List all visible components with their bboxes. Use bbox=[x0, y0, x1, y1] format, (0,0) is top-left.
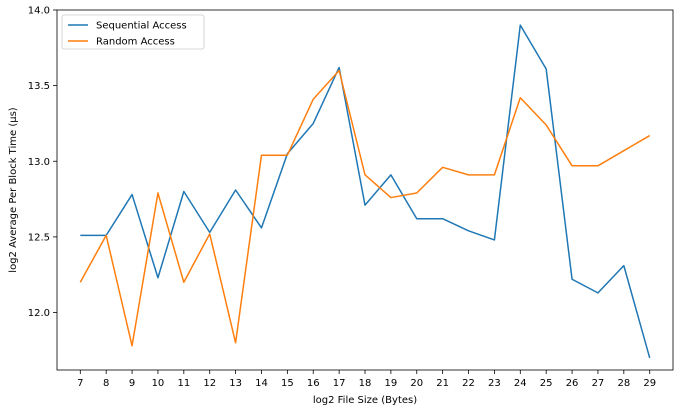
legend-label: Random Access bbox=[96, 37, 175, 48]
x-tick-label: 22 bbox=[462, 378, 475, 389]
x-tick-label: 11 bbox=[177, 378, 190, 389]
x-tick-label: 21 bbox=[436, 378, 449, 389]
x-tick-label: 27 bbox=[592, 378, 605, 389]
plot-layer bbox=[79, 24, 651, 359]
plot-area bbox=[57, 10, 673, 370]
y-tick-label: 13.0 bbox=[28, 157, 50, 168]
x-tick-label: 8 bbox=[103, 378, 109, 389]
x-tick-label: 14 bbox=[255, 378, 268, 389]
x-tick-label: 15 bbox=[281, 378, 294, 389]
y-tick-label: 14.0 bbox=[28, 6, 50, 17]
x-tick-label: 12 bbox=[203, 378, 216, 389]
x-tick-label: 10 bbox=[152, 378, 165, 389]
x-tick-label: 24 bbox=[514, 378, 527, 389]
x-tick-label: 29 bbox=[643, 378, 656, 389]
x-tick-label: 20 bbox=[410, 378, 423, 389]
x-tick-label: 17 bbox=[333, 378, 346, 389]
x-tick-label: 7 bbox=[77, 378, 83, 389]
x-tick-label: 28 bbox=[617, 378, 630, 389]
plot-frame bbox=[56, 9, 674, 371]
axes-layer: 7 8 9 10 11 12 13 14 15 16 17 18 19 20 21 22 23 24 25 26 27 2… bbox=[28, 6, 656, 390]
y-tick-label: 12.5 bbox=[28, 232, 50, 243]
x-tick-label: 18 bbox=[359, 378, 372, 389]
x-tick-label: 25 bbox=[540, 378, 553, 389]
y-tick-label: 12.0 bbox=[28, 308, 50, 319]
series-line-random-access bbox=[79, 69, 651, 347]
x-tick-label: 19 bbox=[385, 378, 398, 389]
legend-label: Sequential Access bbox=[96, 21, 187, 32]
x-tick-label: 16 bbox=[307, 378, 320, 389]
legend: Sequential Access Random Access bbox=[61, 14, 205, 50]
x-tick-label: 9 bbox=[129, 378, 135, 389]
legend-box bbox=[61, 14, 205, 50]
x-tick-label: 26 bbox=[566, 378, 579, 389]
x-tick-label: 13 bbox=[229, 378, 242, 389]
x-tick-label: 23 bbox=[488, 378, 501, 389]
x-axis-label: log2 File Size (Bytes) bbox=[313, 395, 417, 406]
y-tick-label: 13.5 bbox=[28, 81, 50, 92]
y-axis-label: log2 Average Per Block Time (µs) bbox=[8, 107, 19, 272]
